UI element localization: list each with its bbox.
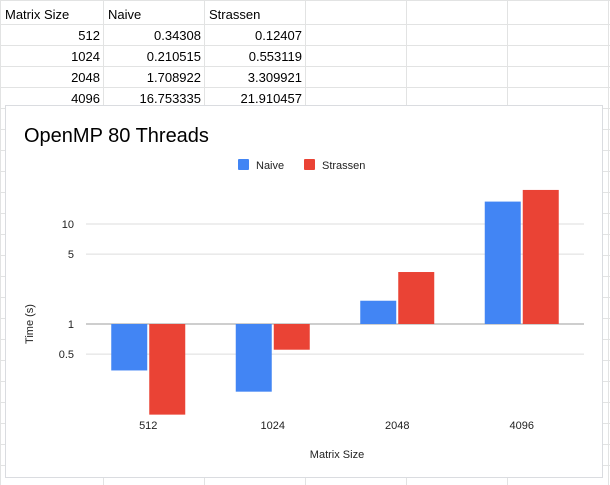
legend-label-naive: Naive [256, 160, 284, 172]
bar-strassen-4096 [522, 189, 559, 324]
legend-swatch-strassen [304, 159, 315, 170]
cell-matrix-size[interactable]: 512 [78, 28, 100, 43]
y-tick-label: 5 [68, 249, 74, 261]
cell-matrix-size[interactable]: 1024 [71, 49, 100, 64]
x-tick-label: 512 [139, 420, 157, 432]
y-tick-label: 10 [62, 219, 74, 231]
y-axis-label: Time (s) [24, 304, 36, 344]
cell-strassen[interactable]: 21.910457 [240, 91, 302, 106]
cell-matrix-size[interactable]: 4096 [71, 91, 100, 106]
x-axis-label: Matrix Size [310, 449, 364, 461]
cell-strassen[interactable]: 0.553119 [248, 49, 302, 64]
cell-naive[interactable]: 1.708922 [146, 70, 201, 85]
chart-plot: 0.5 1 5 10 Time (s) 512 1024 2048 4096 Matrix Siz… [24, 159, 584, 461]
bar-strassen-1024 [273, 324, 310, 350]
cell-naive[interactable]: 0.210515 [146, 49, 201, 64]
cell-strassen[interactable]: 0.12407 [255, 28, 302, 43]
bar-naive-2048 [360, 300, 397, 324]
cell-header-strassen[interactable]: Strassen [209, 7, 261, 22]
cell-header-naive[interactable]: Naive [108, 7, 142, 22]
grid-line [608, 0, 609, 485]
legend-swatch-naive [238, 159, 249, 170]
bar-naive-1024 [235, 324, 272, 392]
bar-strassen-2048 [398, 272, 435, 324]
bar-strassen-512 [149, 324, 186, 415]
x-tick-label: 1024 [261, 420, 285, 432]
chart-title: OpenMP 80 Threads [24, 125, 209, 147]
cell-header-matrix-size[interactable]: Matrix Size [5, 7, 70, 22]
embedded-chart[interactable]: OpenMP 80 Threads 0.5 1 5 10 Time (s) 512 1024… [5, 105, 603, 478]
cell-naive[interactable]: 0.34308 [154, 28, 201, 43]
cell-naive[interactable]: 16.753335 [139, 91, 201, 106]
cell-strassen[interactable]: 3.309921 [247, 70, 302, 85]
y-tick-label: 1 [68, 319, 74, 331]
cell-matrix-size[interactable]: 2048 [71, 70, 100, 85]
y-tick-label: 0.5 [59, 349, 74, 361]
bar-naive-512 [111, 324, 148, 371]
bar-naive-4096 [484, 201, 521, 324]
x-tick-label: 4096 [510, 420, 534, 432]
grid-line [0, 0, 1, 485]
legend-label-strassen: Strassen [322, 160, 365, 172]
x-tick-label: 2048 [385, 420, 409, 432]
